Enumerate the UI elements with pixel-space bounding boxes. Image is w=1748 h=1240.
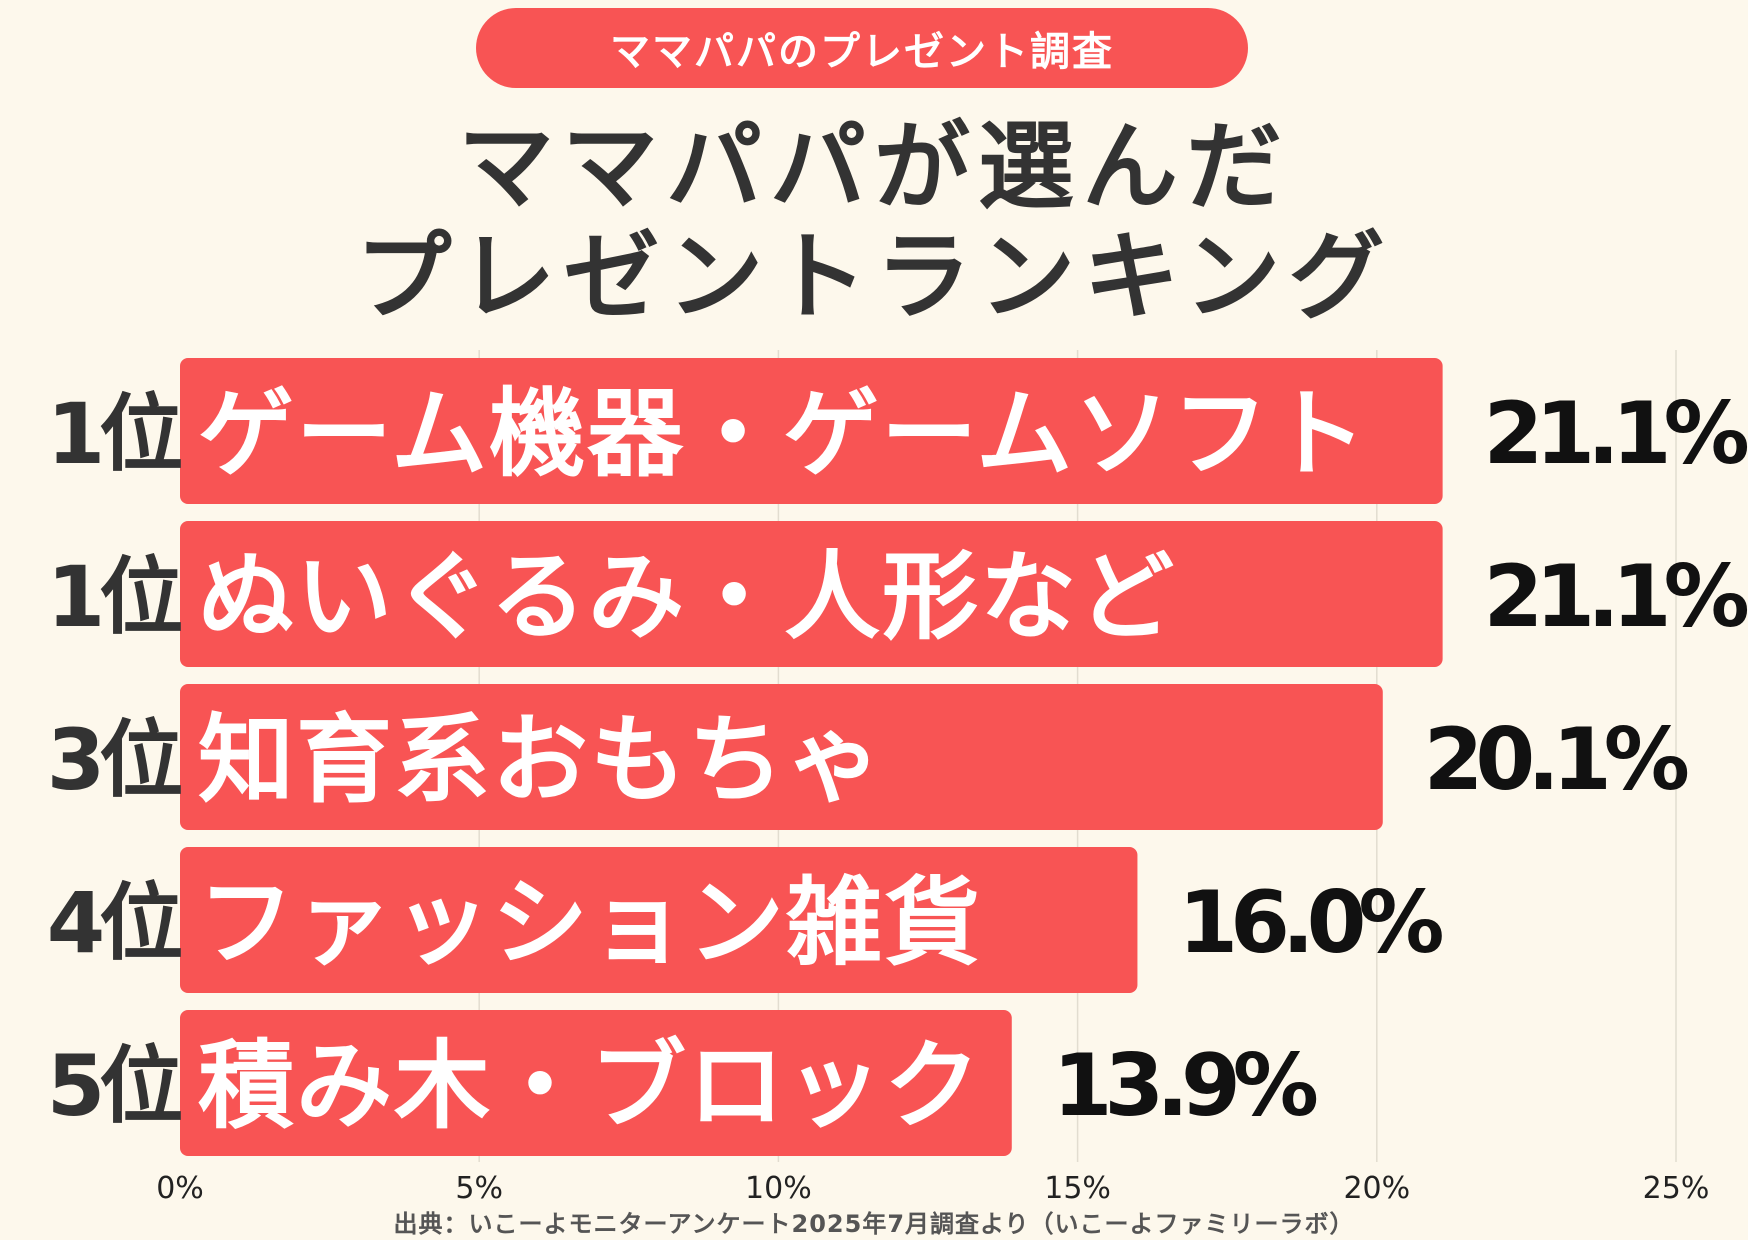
page-title-line1: ママパパが選んだ [458,111,1290,223]
bar [180,684,1383,830]
rank-label: 5位 [47,1037,181,1135]
value-label: 16.0% [1178,873,1442,973]
x-tick-label: 15% [1044,1171,1111,1206]
bar [180,1010,1012,1156]
source-note: 出典：いこーよモニターアンケート2025年7月調査より（いこーよファミリーラボ） [393,1210,1355,1238]
rank-label: 1位 [47,548,181,646]
x-tick-label: 5% [455,1171,503,1206]
x-tick-label: 0% [156,1171,204,1206]
category-label: 知育系おもちゃ [198,704,884,816]
x-tick-label: 10% [745,1171,812,1206]
bar [180,358,1443,504]
bar [180,847,1138,993]
x-tick-label: 20% [1343,1171,1410,1206]
rank-label: 3位 [47,711,181,809]
survey-badge: ママパパのプレゼント調査 [476,8,1248,88]
value-label: 21.1% [1483,547,1747,647]
bar [180,521,1443,667]
value-label: 21.1% [1483,384,1747,484]
category-label: ゲーム機器・ゲームソフト [198,378,1368,490]
value-label: 13.9% [1053,1036,1317,1136]
rank-label: 1位 [47,385,181,483]
category-label: ファッション雑貨 [198,867,982,979]
category-label: 積み木・ブロック [198,1030,982,1142]
rank-label: 4位 [47,874,181,972]
category-label: ぬいぐるみ・人形など [198,541,1176,653]
x-tick-label: 25% [1643,1171,1710,1206]
page-title-line2: プレゼントランキング [355,221,1393,333]
value-label: 20.1% [1424,710,1688,810]
